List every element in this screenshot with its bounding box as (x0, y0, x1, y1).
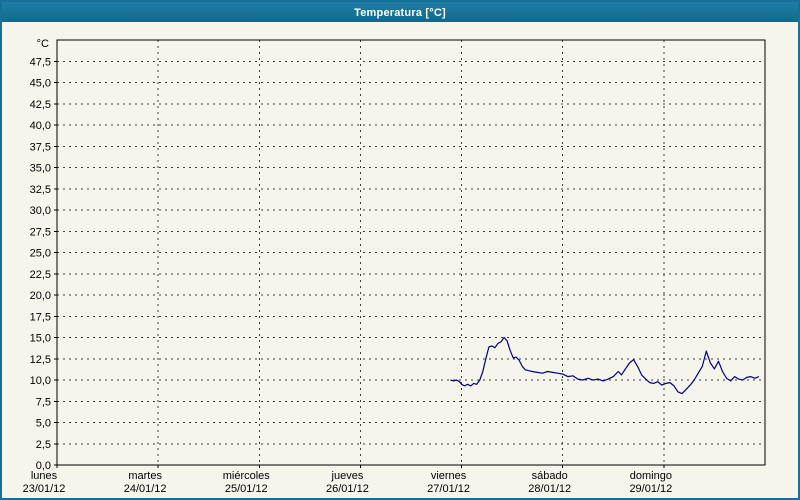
x-tick-date-label: 24/01/12 (124, 483, 167, 495)
y-tick-label: 45,0 (30, 78, 51, 90)
y-tick-label: 25,0 (30, 248, 51, 260)
y-tick-label: 42,5 (30, 99, 51, 111)
y-axis-unit-label: °C (37, 38, 49, 50)
x-tick-date-label: 25/01/12 (225, 483, 268, 495)
x-tick-weekday-label: domingo (630, 470, 672, 482)
y-tick-label: 7,5 (36, 396, 51, 408)
y-tick-label: 40,0 (30, 120, 51, 132)
x-tick-date-label: 27/01/12 (427, 483, 470, 495)
window-title: Temperatura [°C] (354, 7, 446, 19)
x-tick-date-label: 23/01/12 (23, 483, 66, 495)
y-tick-label: 47,5 (30, 56, 51, 68)
y-tick-label: 15,0 (30, 333, 51, 345)
x-tick-date-label: 26/01/12 (326, 483, 369, 495)
x-tick-date-label: 29/01/12 (629, 483, 672, 495)
y-tick-label: 12,5 (30, 354, 51, 366)
chart-area: 0,0 2,5 5,0 7,5 10,0 12,5 15,0 17,5 20,0 22,5 25,0… (2, 22, 798, 498)
x-tick-weekday-label: sábado (532, 470, 568, 482)
temperature-line (450, 336, 760, 395)
y-tick-label: 35,0 (30, 163, 51, 175)
y-tick-label: 37,5 (30, 141, 51, 153)
window-titlebar: Temperatura [°C] (2, 2, 798, 22)
y-tick-label: 5,0 (36, 418, 51, 430)
x-tick-date-label: 28/01/12 (528, 483, 571, 495)
y-tick-label: 0,0 (36, 460, 51, 472)
y-tick-label: 2,5 (36, 439, 51, 451)
x-tick-weekday-label: lunes (31, 470, 58, 482)
temperature-chart: 0,0 2,5 5,0 7,5 10,0 12,5 15,0 17,5 20,0 22,5 25,0… (23, 38, 766, 495)
y-tick-label: 20,0 (30, 290, 51, 302)
y-tick-label: 30,0 (30, 205, 51, 217)
y-tick-label: 22,5 (30, 269, 51, 281)
y-tick-label: 27,5 (30, 226, 51, 238)
x-tick-weekday-label: viernes (431, 470, 467, 482)
plot-frame (56, 39, 766, 466)
y-tick-label: 17,5 (30, 311, 51, 323)
y-tick-label: 32,5 (30, 184, 51, 196)
x-tick-weekday-label: martes (128, 470, 162, 482)
x-tick-weekday-label: jueves (331, 470, 364, 482)
x-tick-weekday-label: miércoles (223, 470, 271, 482)
y-tick-label: 10,0 (30, 375, 51, 387)
